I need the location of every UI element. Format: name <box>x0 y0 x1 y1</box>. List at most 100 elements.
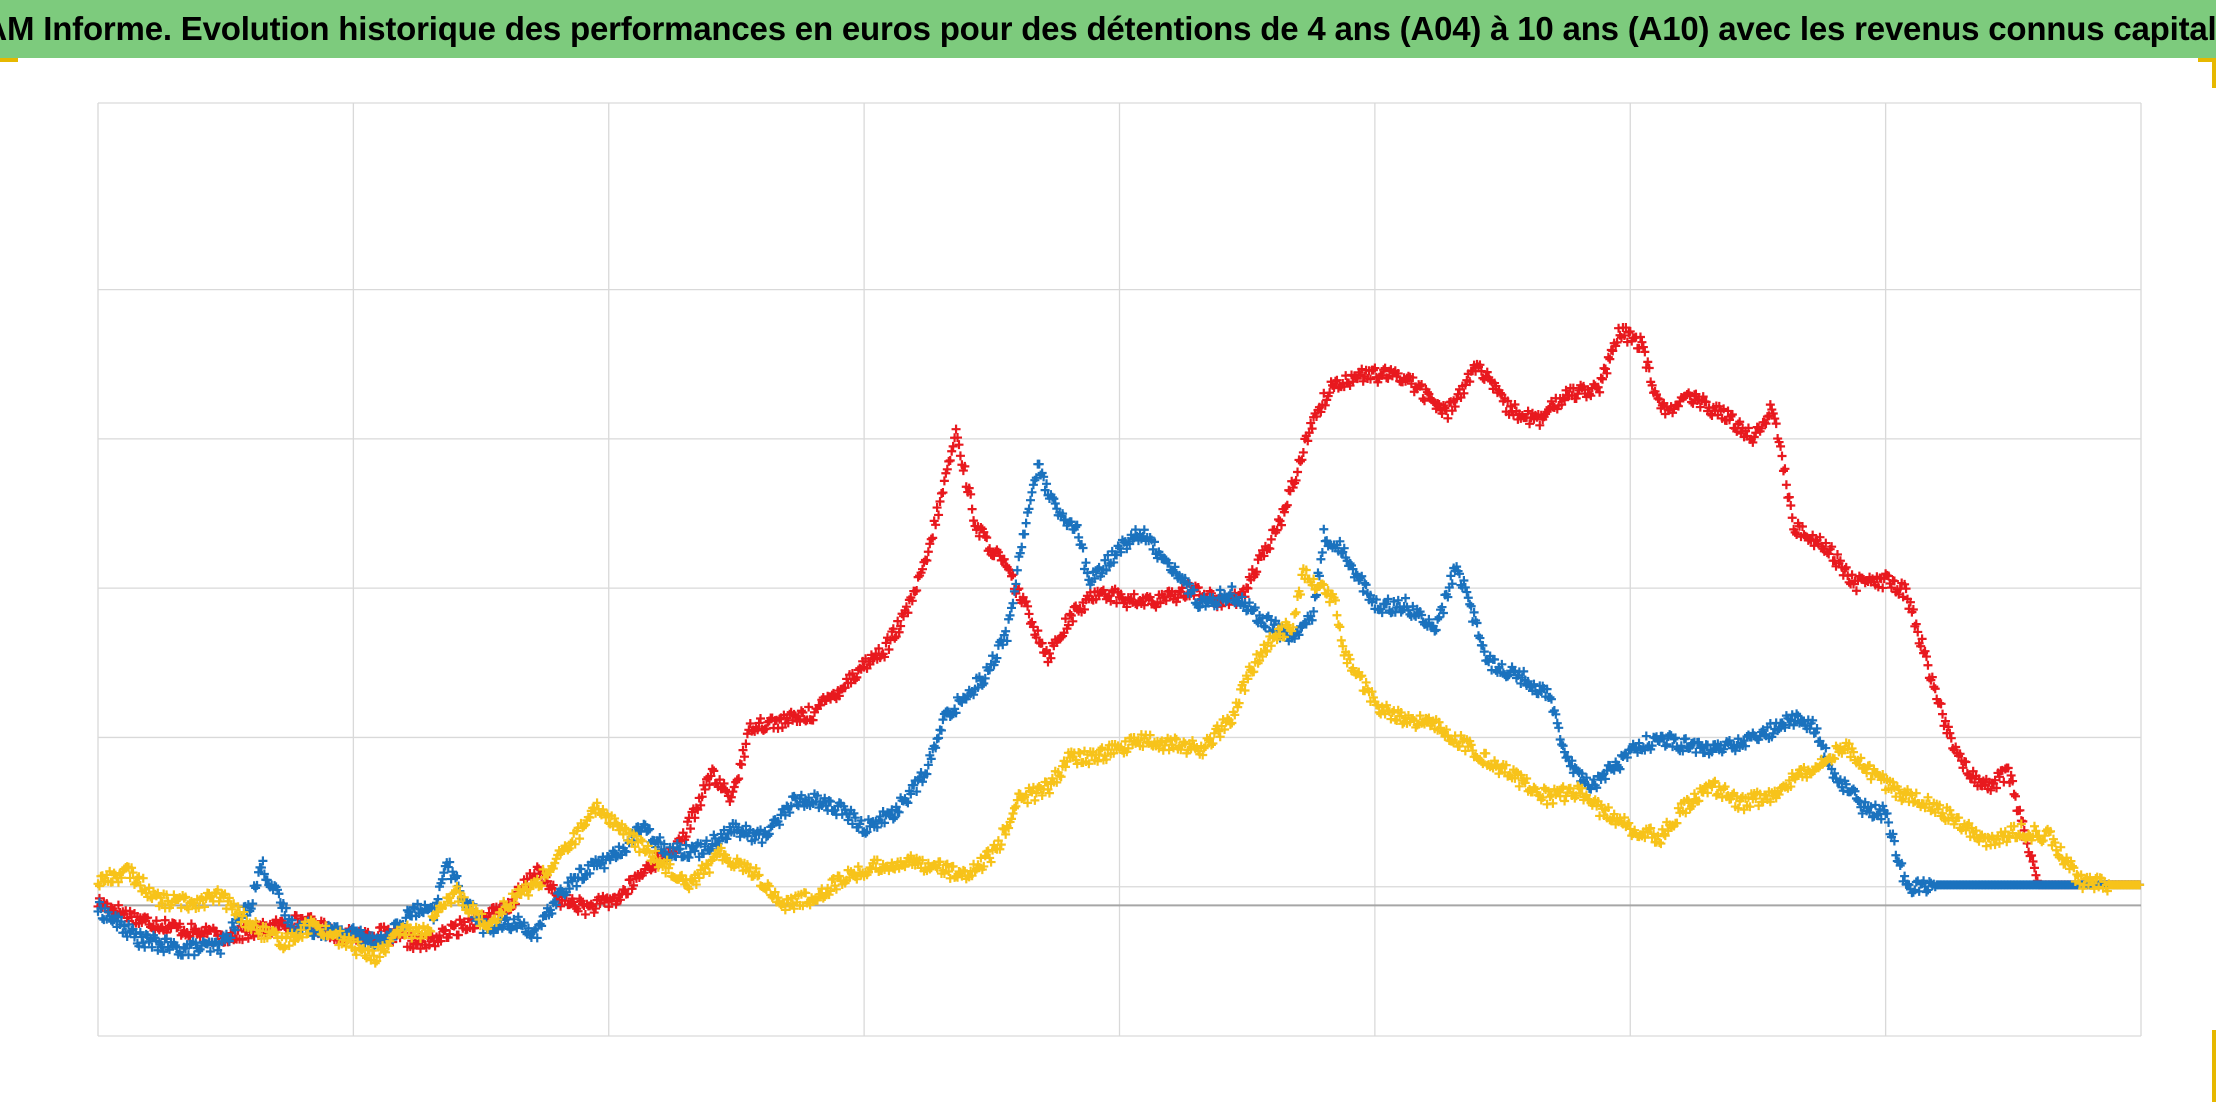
corner-accent-top-left <box>0 58 18 62</box>
data-point <box>1005 610 1015 620</box>
data-point <box>1847 570 1857 580</box>
data-point <box>1682 794 1692 804</box>
data-point <box>1955 749 1965 759</box>
data-point <box>719 779 729 789</box>
data-point <box>128 924 138 934</box>
data-point <box>1415 711 1425 721</box>
data-point <box>1781 480 1791 490</box>
data-point <box>872 822 882 832</box>
data-point <box>243 933 253 943</box>
data-point <box>1856 753 1866 763</box>
data-point <box>2089 884 2099 894</box>
data-point <box>1259 551 1269 561</box>
data-point <box>278 944 288 954</box>
data-point <box>909 780 919 790</box>
data-point <box>2003 763 2013 773</box>
data-point <box>1558 741 1568 751</box>
data-point <box>186 919 196 929</box>
data-point <box>1497 659 1507 669</box>
data-point <box>1056 772 1066 782</box>
data-point <box>926 534 936 544</box>
data-point <box>665 859 675 869</box>
data-point <box>513 912 523 922</box>
data-point <box>1227 582 1237 592</box>
data-point <box>1052 777 1062 787</box>
data-point <box>969 690 979 700</box>
data-point <box>1281 502 1291 512</box>
data-point <box>1090 573 1100 583</box>
data-point <box>1185 579 1195 589</box>
data-point <box>1727 790 1737 800</box>
data-point <box>2056 842 2066 852</box>
data-point <box>443 862 453 872</box>
title-bar: ADAM Informe. Evolution historique des p… <box>0 0 2216 58</box>
data-point <box>888 814 898 824</box>
data-point <box>124 919 134 929</box>
data-point <box>573 873 583 883</box>
data-point <box>1916 641 1926 651</box>
data-point <box>985 544 995 554</box>
data-point <box>1830 754 1840 764</box>
data-point <box>418 921 428 931</box>
data-point <box>1133 735 1143 745</box>
data-point <box>1275 516 1285 526</box>
data-point <box>1012 565 1022 575</box>
data-point <box>2015 805 2025 815</box>
data-point <box>1382 700 1392 710</box>
data-point <box>852 672 862 682</box>
data-point <box>1031 632 1041 642</box>
data-point <box>1106 596 1116 606</box>
data-point <box>901 796 911 806</box>
data-point <box>459 892 469 902</box>
data-point <box>1297 455 1307 465</box>
data-point <box>1023 798 1033 808</box>
data-point <box>201 894 211 904</box>
data-point <box>1546 694 1556 704</box>
data-point <box>1749 432 1759 442</box>
data-point <box>1598 374 1608 384</box>
data-point <box>1951 742 1961 752</box>
data-point <box>1516 770 1526 780</box>
data-point <box>1015 548 1025 558</box>
data-point <box>801 888 811 898</box>
data-point <box>1821 538 1831 548</box>
data-point <box>1139 525 1149 535</box>
data-point <box>1291 475 1301 485</box>
data-point <box>1288 483 1298 493</box>
data-point <box>383 941 393 951</box>
data-point <box>1262 646 1272 656</box>
data-point <box>426 926 436 936</box>
data-point <box>1017 542 1027 552</box>
data-point <box>834 871 844 881</box>
data-point <box>380 947 390 957</box>
data-point <box>509 898 519 908</box>
data-point <box>1307 615 1317 625</box>
data-point <box>1495 388 1505 398</box>
data-point <box>437 874 447 884</box>
data-point <box>931 743 941 753</box>
data-point <box>2135 880 2145 890</box>
data-point <box>550 858 560 868</box>
data-point <box>630 842 640 852</box>
data-point <box>493 924 503 934</box>
data-point <box>1786 715 1796 725</box>
data-point <box>446 898 456 908</box>
data-point <box>1542 684 1552 694</box>
data-point <box>1765 400 1775 410</box>
data-point <box>434 931 444 941</box>
data-point <box>585 868 595 878</box>
data-point <box>704 867 714 877</box>
data-point <box>1472 618 1482 628</box>
data-point <box>1603 802 1613 812</box>
data-point <box>1672 818 1682 828</box>
data-point <box>1681 808 1691 818</box>
data-point <box>1751 428 1761 438</box>
data-point <box>458 900 468 910</box>
data-point <box>1225 719 1235 729</box>
data-point <box>469 923 479 933</box>
data-point <box>271 927 281 937</box>
data-point <box>2088 878 2098 888</box>
data-point <box>1049 494 1059 504</box>
data-point <box>751 864 761 874</box>
data-point <box>1466 601 1476 611</box>
